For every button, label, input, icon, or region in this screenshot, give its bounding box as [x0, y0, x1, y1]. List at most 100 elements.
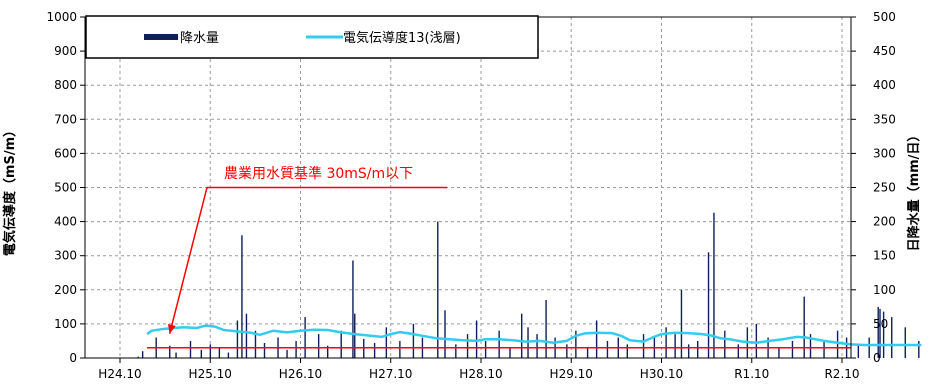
precip-bar	[665, 327, 667, 358]
right-tick-label: 400	[873, 78, 896, 92]
precip-bar	[595, 320, 598, 358]
x-tick-label: H27.10	[369, 367, 412, 381]
x-tick-label: H30.10	[640, 367, 683, 381]
precip-bar	[755, 323, 758, 358]
precip-bar	[352, 260, 354, 358]
right-tick-label: 50	[873, 317, 888, 331]
precip-bar	[385, 327, 388, 358]
precip-bar	[254, 330, 257, 358]
right-tick-label: 450	[873, 44, 896, 58]
precip-bar	[904, 327, 906, 358]
precip-bar	[680, 289, 683, 358]
left-tick-label: 800	[54, 78, 77, 92]
right-tick-label: 100	[873, 283, 896, 297]
left-tick-label: 1000	[46, 10, 77, 24]
left-tick-label: 700	[54, 112, 77, 126]
precip-bar	[241, 235, 243, 358]
x-tick-label: R1.10	[734, 367, 769, 381]
precip-bar	[626, 344, 629, 358]
x-tick-label: H26.10	[279, 367, 322, 381]
precip-bar	[586, 347, 589, 358]
precip-bar	[891, 317, 893, 358]
precip-bar	[687, 344, 690, 358]
precip-bar	[521, 313, 523, 358]
left-axis-title: 電気伝導度（mS/m）	[2, 124, 18, 256]
annotation-arrow-head	[167, 324, 176, 334]
precip-bar	[791, 340, 794, 358]
precip-bar	[141, 351, 144, 358]
precip-bar	[498, 330, 500, 358]
precip-bar	[200, 349, 203, 358]
precip-bar	[674, 334, 676, 358]
precip-bar	[809, 334, 812, 358]
precip-bar	[286, 349, 288, 358]
precip-bar	[707, 252, 710, 358]
right-tick-label: 250	[873, 181, 896, 195]
right-tick-label: 300	[873, 146, 896, 160]
precipitation-bars	[137, 212, 920, 358]
precip-bar	[354, 313, 356, 358]
precip-bar	[868, 337, 870, 358]
right-tick-label: 350	[873, 112, 896, 126]
precip-bar	[455, 344, 457, 358]
precip-bar	[295, 340, 297, 358]
x-tick-label: H29.10	[550, 367, 593, 381]
precip-bar	[606, 340, 609, 358]
precip-bar	[575, 330, 577, 358]
left-tick-label: 400	[54, 215, 77, 229]
precip-bar	[642, 334, 645, 358]
legend-label-conductivity: 電気伝導度13(浅層)	[343, 30, 461, 46]
x-axis-ticks: H24.10 H25.10 H26.10 H27.10 H28.10 H29.10 H30.…	[98, 358, 860, 381]
precip-bar	[263, 342, 266, 358]
left-tick-label: 600	[54, 146, 77, 160]
precip-bar	[245, 313, 248, 358]
precip-bar	[509, 347, 511, 358]
left-tick-label: 0	[69, 351, 77, 365]
precip-bar	[857, 344, 860, 358]
annotation-text: 農業用水質基準 30mS/m以下	[224, 165, 413, 182]
left-tick-label: 200	[54, 283, 77, 297]
precip-bar	[373, 342, 376, 358]
precip-bar	[697, 340, 699, 358]
right-tick-label: 0	[873, 351, 881, 365]
conductivity-line	[146, 324, 922, 347]
precip-bar	[466, 334, 469, 358]
x-tick-label: H25.10	[189, 367, 232, 381]
right-tick-label: 200	[873, 215, 896, 229]
conductivity-series-line	[146, 324, 922, 347]
precip-bar	[169, 345, 171, 358]
standard-annotation: 農業用水質基準 30mS/m以下	[167, 165, 447, 334]
precip-bar	[778, 347, 780, 358]
precip-bar	[437, 221, 439, 358]
precip-bar	[713, 212, 715, 358]
precip-bar	[218, 347, 221, 358]
left-tick-label: 900	[54, 44, 77, 58]
legend: 降水量 電気伝導度13(浅層)	[85, 15, 539, 59]
legend-label-precipitation: 降水量	[180, 31, 219, 46]
left-tick-label: 500	[54, 181, 77, 195]
precip-bar	[737, 344, 740, 358]
precip-bar	[918, 340, 920, 358]
x-tick-label: H24.10	[98, 367, 141, 381]
precip-bar	[175, 352, 177, 358]
grid	[85, 17, 851, 358]
right-tick-label: 500	[873, 10, 896, 24]
precip-bar	[836, 330, 839, 358]
x-tick-label: H28.10	[459, 367, 502, 381]
right-axis-ticks: 0 50 100 150 200 250 300 350 400 450 500	[851, 10, 896, 365]
precip-bar	[209, 344, 212, 358]
precip-bar	[823, 340, 825, 358]
left-tick-label: 100	[54, 317, 77, 331]
precip-bar	[444, 310, 446, 358]
precip-bar	[137, 356, 139, 358]
left-axis-ticks: 0 100 200 300 400 500 600 700 800 900 1000	[46, 10, 85, 365]
right-axis-title: 日降水量（mm/日）	[906, 129, 922, 252]
precip-bar	[412, 323, 415, 358]
precip-bar	[317, 334, 320, 358]
annotation-arrow	[168, 187, 208, 334]
precip-bar	[399, 340, 401, 358]
legend-swatch-precipitation	[144, 34, 178, 40]
precip-bar	[877, 306, 879, 358]
precip-bar	[189, 340, 192, 358]
